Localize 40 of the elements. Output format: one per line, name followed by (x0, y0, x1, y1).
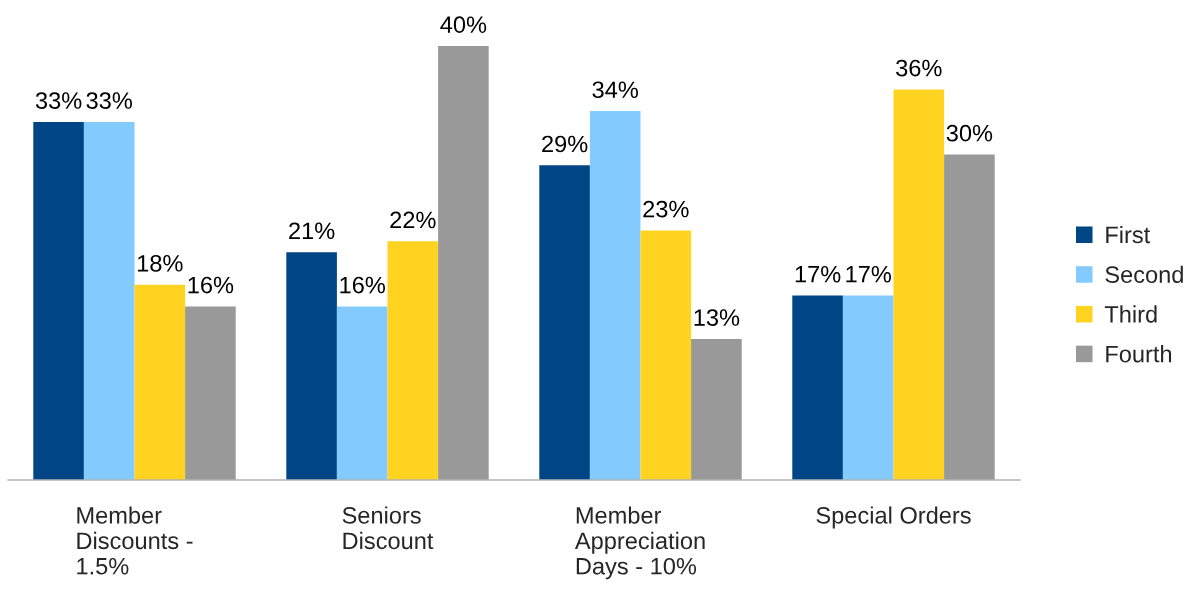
data-label: 33% (35, 92, 82, 109)
bar (589, 111, 641, 480)
bar (944, 154, 995, 480)
data-label: 40% (440, 16, 487, 33)
data-label: 21% (289, 222, 335, 240)
data-label: 22% (390, 211, 436, 229)
data-label: 36% (896, 59, 942, 77)
data-label: 30% (946, 124, 993, 142)
x-tick-label: Seniors Discount (342, 506, 434, 550)
bar (842, 295, 894, 480)
x-tick-label: Special Orders (816, 506, 971, 529)
data-label: 16% (340, 276, 385, 294)
legend-label: Fourth (1106, 345, 1172, 363)
bar (893, 89, 945, 480)
legend-label: Third (1104, 305, 1157, 323)
bar (33, 121, 84, 480)
x-tick-label: Member Discounts - 1.5% (77, 506, 193, 575)
bar (134, 284, 186, 480)
data-label: 17% (795, 265, 841, 283)
data-label: 33% (86, 92, 132, 109)
bar (83, 121, 135, 480)
bar (640, 230, 692, 480)
bar (539, 165, 590, 480)
bar (792, 295, 843, 480)
data-label: 16% (188, 276, 234, 294)
legend-label: Second (1105, 265, 1183, 283)
data-label: 18% (137, 254, 183, 272)
data-label: 23% (643, 200, 689, 218)
legend-label: First (1106, 225, 1151, 244)
bar (185, 306, 236, 480)
x-tick-label: Member Appreciation Days - 10% (574, 506, 705, 580)
bar (286, 252, 337, 480)
data-label: 34% (592, 81, 638, 99)
bar (691, 338, 742, 480)
bar (336, 306, 388, 480)
bar (387, 241, 439, 480)
bar (438, 46, 489, 480)
data-label: 13% (694, 309, 740, 326)
data-label: 17% (846, 265, 891, 283)
data-label: 29% (542, 135, 588, 153)
